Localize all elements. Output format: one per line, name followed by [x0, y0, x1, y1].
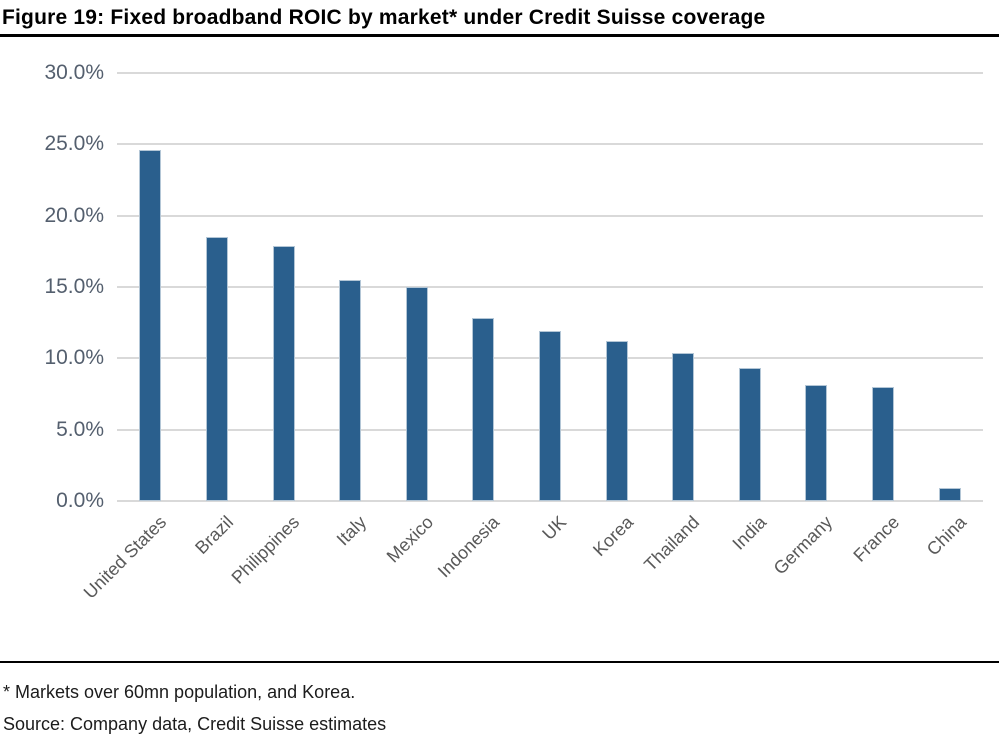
x-tick-label-text: Germany	[770, 512, 837, 579]
y-tick-label-30: 30.0%	[44, 61, 104, 84]
x-tick-label-text: China	[922, 512, 970, 560]
bar-thailand	[672, 352, 695, 501]
x-tick-label-text: Thailand	[640, 512, 704, 575]
bar-china	[938, 488, 961, 501]
gridline-15	[117, 286, 983, 288]
y-tick-label-0: 0.0%	[56, 489, 104, 512]
gridline-0	[117, 500, 983, 502]
bar-france	[872, 386, 895, 501]
x-tick-label-text: Korea	[588, 512, 637, 561]
bar-korea	[605, 341, 628, 501]
x-tick-label-text: UK	[538, 512, 571, 544]
bar-uk	[539, 331, 561, 501]
bar-united-states	[139, 150, 162, 501]
x-tick-label-text: Philippines	[227, 512, 304, 588]
gridline-25	[117, 143, 983, 146]
figure-title: Figure 19: Fixed broadband ROIC by marke…	[2, 6, 766, 29]
gridline-20	[117, 214, 983, 217]
title-rule	[0, 34, 999, 37]
x-tick-label-text: United States	[79, 512, 171, 603]
footer-rule	[0, 661, 999, 663]
x-tick-label-text: France	[849, 512, 904, 566]
y-tick-label-5: 5.0%	[56, 417, 104, 441]
bar-italy	[339, 279, 362, 501]
x-tick-label-text: India	[728, 512, 770, 554]
bar-chart: 0.0% 5.0% 10.0% 15.0% 20.0% 25.0% 30.0% United …	[0, 40, 999, 660]
y-tick-label-25: 25.0%	[44, 132, 104, 156]
y-tick-label-20: 20.0%	[44, 203, 104, 227]
gridline-30	[117, 72, 983, 74]
bar-mexico	[405, 287, 428, 501]
x-tick-label-text: Indonesia	[434, 512, 504, 582]
x-tick-label-text: Italy	[332, 512, 371, 550]
bar-india	[738, 368, 761, 501]
bar-brazil	[205, 237, 228, 501]
footnote: * Markets over 60mn population, and Kore…	[3, 682, 356, 702]
bar-indonesia	[472, 318, 495, 501]
x-tick-label-text: Brazil	[191, 512, 238, 558]
bar-germany	[805, 385, 828, 501]
x-tick-label-text: Mexico	[382, 512, 437, 567]
source-line: Source: Company data, Credit Suisse esti…	[3, 714, 387, 734]
y-tick-label-10: 10.0%	[44, 346, 104, 370]
y-tick-label-15: 15.0%	[44, 275, 104, 298]
bar-philippines	[272, 245, 295, 501]
